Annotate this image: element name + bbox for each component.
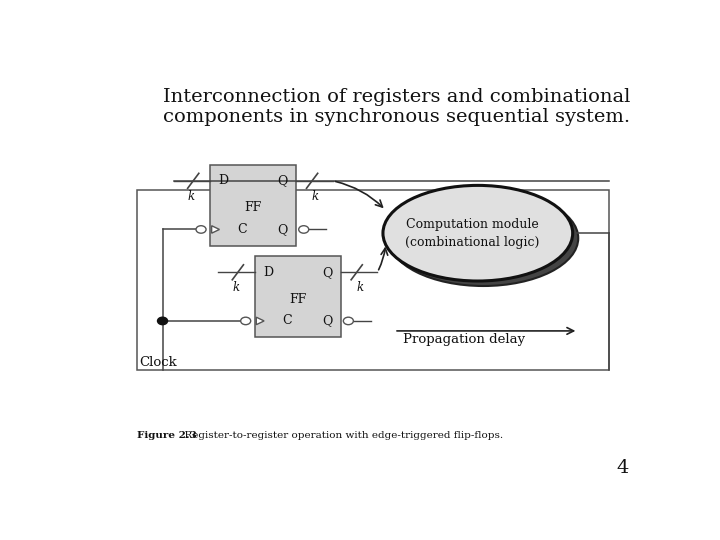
Text: Q: Q <box>277 223 288 236</box>
Circle shape <box>240 317 251 325</box>
Polygon shape <box>256 317 264 325</box>
Text: Propagation delay: Propagation delay <box>402 333 525 346</box>
Polygon shape <box>212 226 220 233</box>
Text: k: k <box>312 190 319 203</box>
Text: C: C <box>238 223 247 236</box>
Text: Interconnection of registers and combinational
components in synchronous sequent: Interconnection of registers and combina… <box>163 87 630 126</box>
Ellipse shape <box>383 185 572 281</box>
Text: Q: Q <box>322 314 333 327</box>
Circle shape <box>299 226 309 233</box>
Text: C: C <box>282 314 292 327</box>
Text: 4: 4 <box>616 459 629 477</box>
Bar <box>210 165 297 246</box>
Text: Q: Q <box>322 266 333 279</box>
Text: Clock: Clock <box>139 356 177 369</box>
Text: D: D <box>264 266 274 279</box>
Text: D: D <box>219 174 229 187</box>
Text: Register-to-register operation with edge-triggered flip-flops.: Register-to-register operation with edge… <box>178 431 503 440</box>
Bar <box>255 256 341 337</box>
Text: FF: FF <box>245 201 262 214</box>
Bar <box>138 190 609 370</box>
Text: Computation module: Computation module <box>406 218 539 231</box>
Text: FF: FF <box>289 293 307 306</box>
Text: Figure 2.3: Figure 2.3 <box>138 431 197 440</box>
Text: k: k <box>232 281 239 294</box>
Circle shape <box>196 226 206 233</box>
Text: k: k <box>356 281 364 294</box>
Text: Q: Q <box>277 174 288 187</box>
Text: (combinational logic): (combinational logic) <box>405 236 539 249</box>
Circle shape <box>343 317 354 325</box>
Ellipse shape <box>389 191 578 286</box>
Text: k: k <box>187 190 194 203</box>
Circle shape <box>158 317 168 325</box>
